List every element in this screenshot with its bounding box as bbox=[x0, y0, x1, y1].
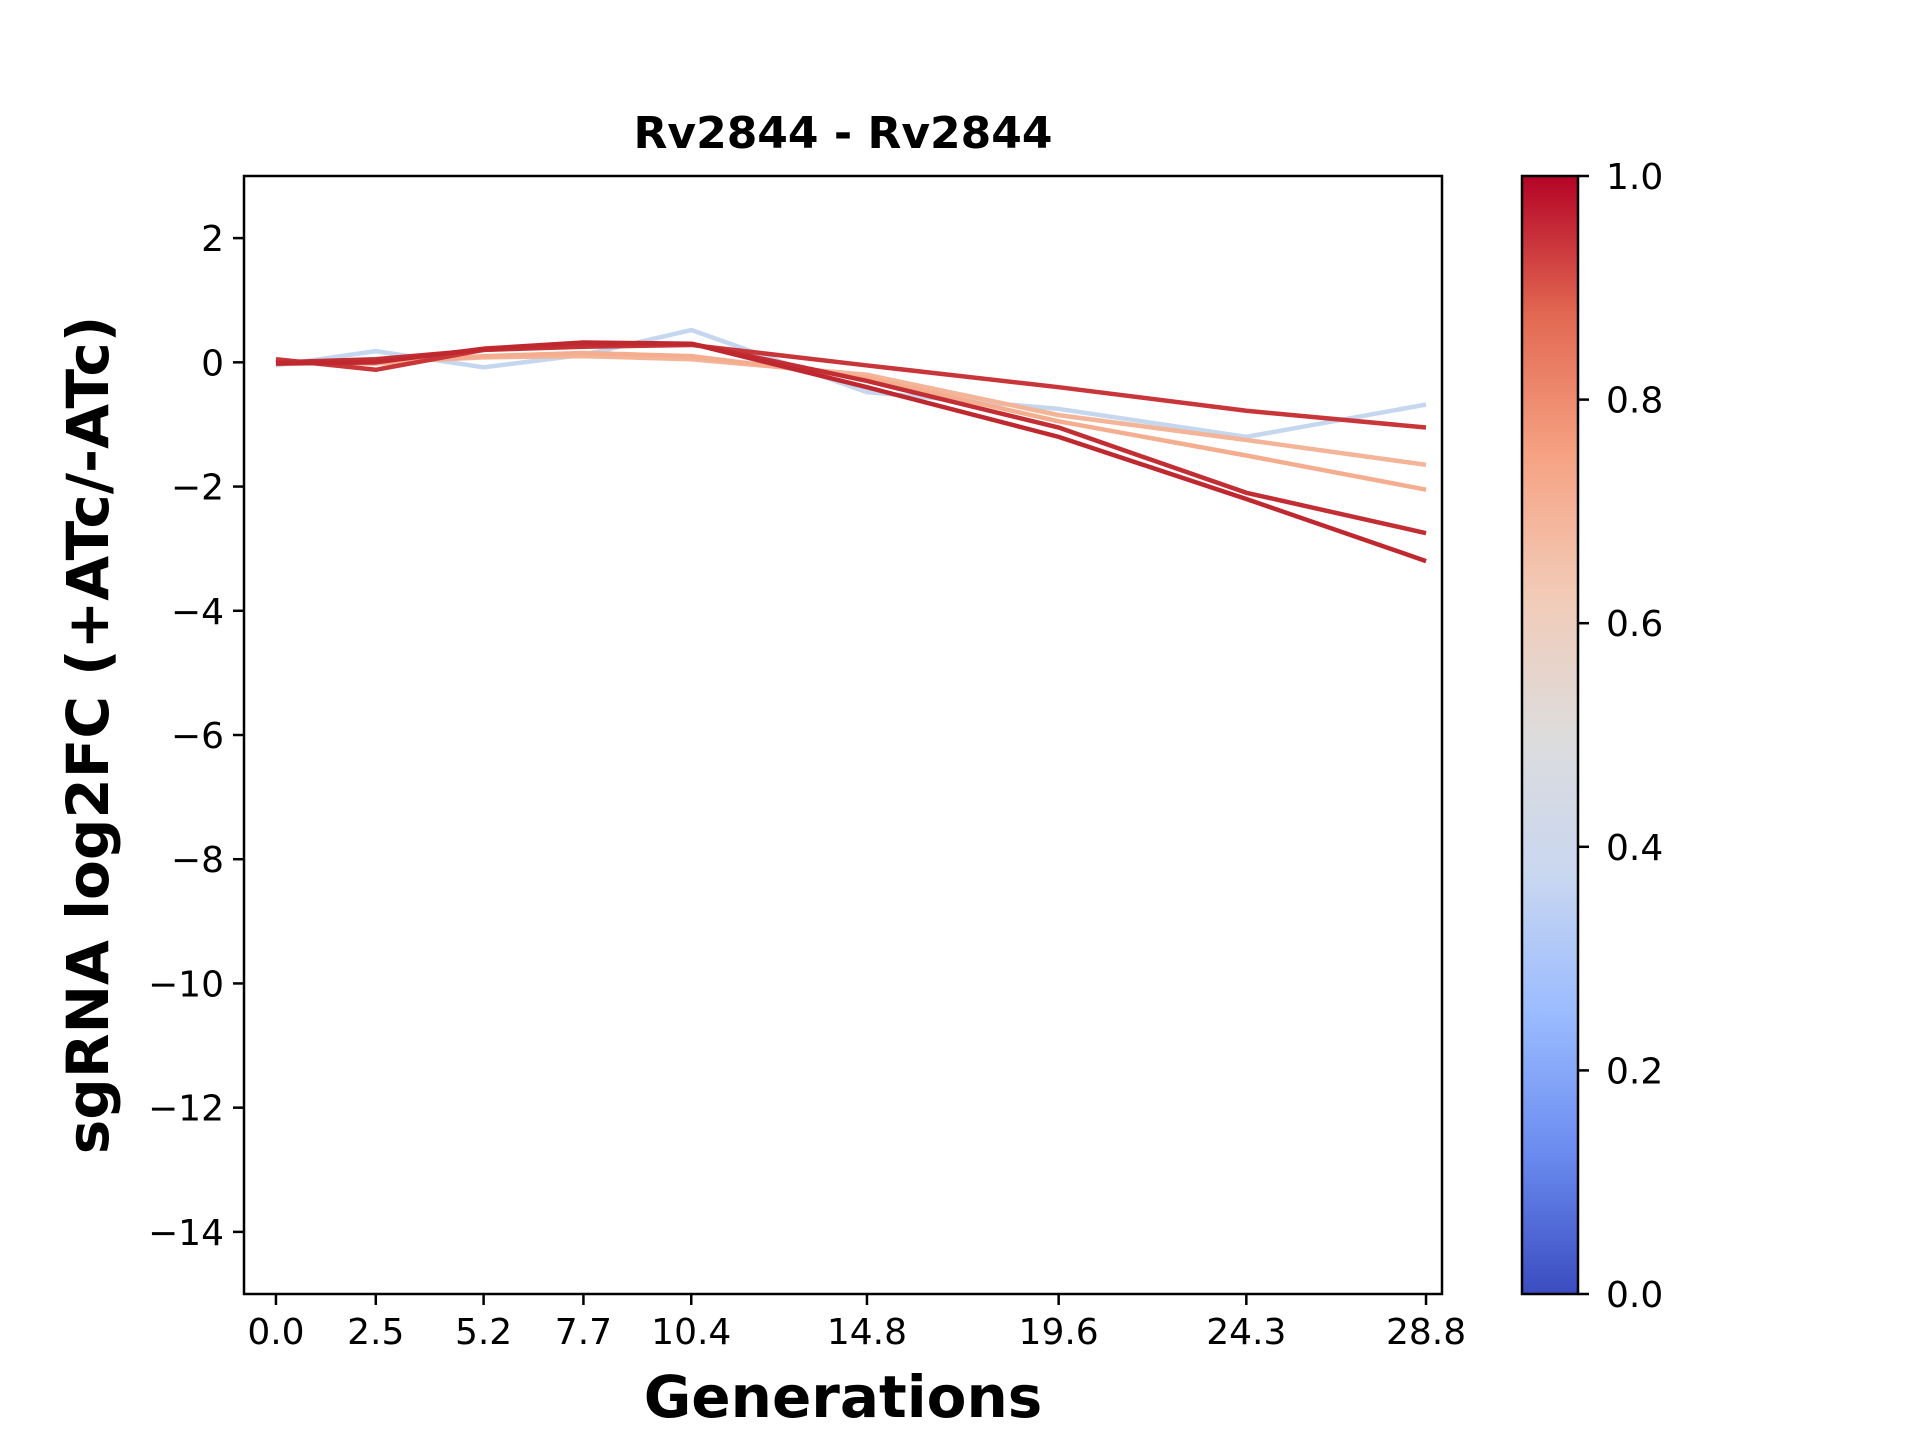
colorbar-tick-label: 0.4 bbox=[1606, 828, 1663, 869]
x-axis: 0.0 2.5 5.2 7.7 10.4 14.8 19.6 24.3 28.8 bbox=[247, 1294, 1466, 1353]
colorbar: 0.0 0.2 0.4 0.6 0.8 1.0 bbox=[1520, 157, 1663, 1316]
y-tick-label: −8 bbox=[171, 840, 224, 881]
x-tick-label: 2.5 bbox=[347, 1312, 404, 1353]
colorbar-tick-label: 0.2 bbox=[1606, 1051, 1663, 1092]
x-axis-label: Generations bbox=[644, 1363, 1043, 1431]
chart-title: Rv2844 - Rv2844 bbox=[634, 108, 1053, 159]
y-tick-label: −2 bbox=[171, 468, 224, 509]
y-tick-label: −12 bbox=[148, 1089, 224, 1130]
colorbar-gradient bbox=[1520, 174, 1580, 1296]
x-tick-label: 28.8 bbox=[1386, 1312, 1466, 1353]
y-tick-label: 0 bbox=[201, 343, 224, 384]
x-tick-label: 19.6 bbox=[1019, 1312, 1099, 1353]
y-axis: 2 0 −2 −4 −6 −8 −10 −12 −14 bbox=[148, 219, 244, 1254]
colorbar-tick-label: 0.8 bbox=[1606, 381, 1663, 422]
plot-area bbox=[275, 327, 1427, 564]
x-tick-label: 5.2 bbox=[455, 1312, 512, 1353]
y-tick-label: −14 bbox=[148, 1213, 224, 1254]
plot-frame bbox=[242, 174, 1444, 1296]
x-tick-label: 7.7 bbox=[555, 1312, 612, 1353]
colorbar-tick-label: 0.0 bbox=[1606, 1275, 1663, 1316]
y-tick-label: −4 bbox=[171, 592, 224, 633]
colorbar-tick-label: 1.0 bbox=[1606, 157, 1663, 198]
y-tick-label: −10 bbox=[148, 964, 224, 1005]
x-tick-label: 14.8 bbox=[827, 1312, 907, 1353]
y-tick-label: −6 bbox=[171, 716, 224, 757]
y-tick-label: 2 bbox=[201, 219, 224, 260]
y-axis-label: sgRNA log2FC (+ATc/-ATc) bbox=[54, 316, 122, 1154]
series-line-5 bbox=[275, 340, 1427, 564]
x-tick-label: 24.3 bbox=[1206, 1312, 1286, 1353]
colorbar-tick-label: 0.6 bbox=[1606, 604, 1663, 645]
x-tick-label: 0.0 bbox=[247, 1312, 304, 1353]
x-tick-label: 10.4 bbox=[651, 1312, 731, 1353]
